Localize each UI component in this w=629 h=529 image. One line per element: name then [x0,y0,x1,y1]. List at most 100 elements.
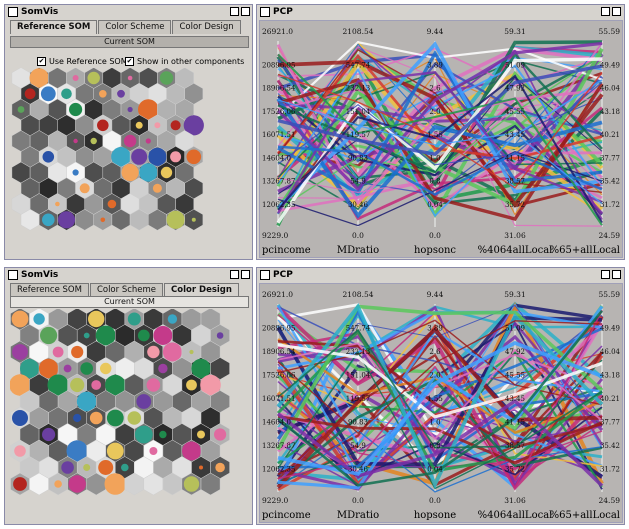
minimize-icon[interactable] [230,270,239,279]
tab-reference-som[interactable]: Reference SOM [10,20,98,34]
som-unit-marker[interactable] [70,377,85,393]
tab-color-design[interactable]: Color Design [164,283,239,297]
som-unit-marker[interactable] [42,427,56,442]
som-unit-marker[interactable] [182,441,201,461]
som-unit-marker[interactable] [54,480,62,488]
som-unit-marker[interactable] [105,374,126,396]
som-unit-marker[interactable] [42,213,55,227]
som-unit-marker[interactable] [139,163,158,182]
pcp-record-line[interactable] [277,53,603,226]
pcp-record-line[interactable] [277,106,603,193]
pcp-record-line[interactable] [277,328,603,449]
som-unit-marker[interactable] [71,345,84,359]
som-unit-marker[interactable] [216,332,224,339]
som-unit-marker[interactable] [200,374,221,396]
maximize-icon[interactable] [612,7,621,16]
som-unit-marker[interactable] [154,122,161,129]
pcp-record-line[interactable] [276,41,603,192]
som-unit-marker[interactable] [147,345,160,359]
som-unit-marker[interactable] [100,217,106,223]
pcp-record-line[interactable] [277,342,603,441]
maximize-icon[interactable] [612,270,621,279]
pcp-plot-area[interactable]: 26921.0 20896.95 18906.54 17526.06 16071.51 1… [259,283,623,523]
pcp-record-line[interactable] [277,52,603,174]
som-unit-marker[interactable] [83,332,90,339]
som-unit-marker[interactable] [152,183,162,193]
som-unit-marker[interactable] [12,344,28,360]
som-unit-marker[interactable] [121,163,139,182]
som-unit-marker[interactable] [14,445,26,457]
som-unit-marker[interactable] [99,90,107,98]
pcp-record-line[interactable] [277,46,603,227]
pcp-record-line[interactable] [277,415,603,465]
pcp-record-line[interactable] [277,150,603,227]
som-unit-marker[interactable] [61,461,74,474]
som-unit-marker[interactable] [79,183,90,194]
som-unit-marker[interactable] [12,410,28,426]
som-unit-marker[interactable] [24,88,36,100]
pcp-record-line[interactable] [276,329,603,473]
pcp-record-line[interactable] [276,302,604,489]
pcp-record-line[interactable] [277,334,604,491]
som-unit-marker[interactable] [13,477,27,491]
som-unit-marker[interactable] [149,447,158,455]
som-unit-marker[interactable] [159,430,167,439]
maximize-icon[interactable] [241,7,250,16]
show-in-other-components-checkbox[interactable]: ✔ Show in other components [125,57,244,66]
som-unit-marker[interactable] [145,138,151,144]
pcp-canvas[interactable]: 26921.0 20896.95 18906.54 17526.06 16071.51 1… [260,284,622,522]
som-unit-marker[interactable] [159,71,174,85]
som-unit-marker[interactable] [160,166,173,179]
som-unit-marker[interactable] [148,147,167,166]
pcp-titlebar[interactable]: PCP [257,268,624,282]
som-unit-marker[interactable] [95,325,116,346]
pcp-record-line[interactable] [277,71,603,189]
som-unit-marker[interactable] [52,346,64,358]
som-unit-marker[interactable] [72,169,79,176]
som-unit-marker[interactable] [117,89,125,98]
pcp-record-line[interactable] [277,306,603,386]
som-unit-marker[interactable] [20,359,39,378]
pcp-canvas[interactable]: 26921.0 20896.95 18906.54 17526.06 16071.51 1… [260,21,622,257]
som-unit-marker[interactable] [68,475,86,493]
som-unit-marker[interactable] [199,465,203,470]
som-hex-map[interactable] [11,68,231,253]
som-unit-marker[interactable] [61,88,72,100]
som-unit-marker[interactable] [166,210,185,229]
som-unit-marker[interactable] [183,476,200,492]
som-unit-marker[interactable] [73,413,82,423]
som-unit-marker[interactable] [66,440,88,462]
som-unit-marker[interactable] [170,120,181,131]
pcp-record-line[interactable] [277,74,603,224]
som-hex-cell[interactable] [200,472,221,496]
som-unit-marker[interactable] [215,462,225,473]
som-unit-marker[interactable] [146,378,161,392]
som-unit-marker[interactable] [186,149,202,165]
pcp-record-line[interactable] [277,81,603,166]
pcp-record-line[interactable] [277,64,603,157]
som-unit-marker[interactable] [158,363,168,374]
som-unit-marker[interactable] [127,106,133,113]
som-unit-marker[interactable] [162,342,182,362]
pcp-record-line[interactable] [277,334,603,476]
tab-color-scheme[interactable]: Color Scheme [89,283,164,297]
som-unit-marker[interactable] [11,310,29,328]
som-unit-marker[interactable] [17,106,25,113]
som-unit-marker[interactable] [191,217,196,222]
som-unit-marker[interactable] [111,147,131,167]
som-unit-marker[interactable] [29,68,49,88]
tab-color-scheme[interactable]: Color Scheme [98,20,172,34]
som-unit-marker[interactable] [191,358,211,379]
som-unit-marker[interactable] [87,71,100,85]
som-unit-marker[interactable] [33,313,45,325]
pcp-record-line[interactable] [277,340,603,476]
som-titlebar[interactable]: SomVis [5,268,252,282]
som-unit-marker[interactable] [55,201,60,207]
som-unit-marker[interactable] [134,425,153,444]
som-unit-marker[interactable] [186,379,197,391]
som-unit-marker[interactable] [104,473,127,495]
som-unit-marker[interactable] [123,134,137,148]
som-unit-marker[interactable] [107,199,117,209]
som-unit-marker[interactable] [40,86,56,102]
pcp-record-line[interactable] [276,71,603,215]
